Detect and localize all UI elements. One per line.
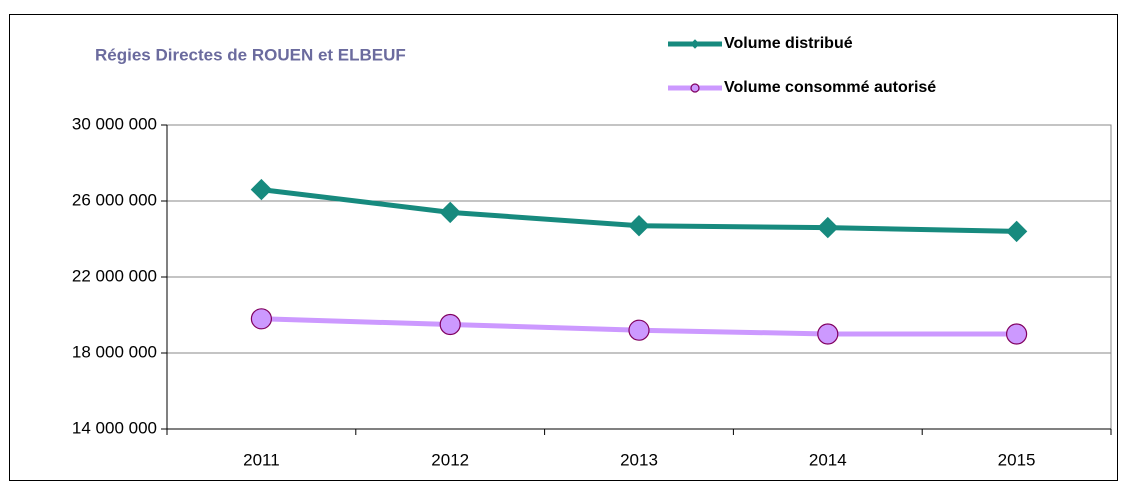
x-tick-label: 2015 xyxy=(998,450,1036,469)
point xyxy=(817,323,839,345)
chart-title: Régies Directes de ROUEN et ELBEUF xyxy=(95,45,406,64)
y-tick-label: 22 000 000 xyxy=(72,266,157,285)
point xyxy=(1005,220,1028,243)
y-tick-label: 14 000 000 xyxy=(72,418,157,437)
x-tick-label: 2011 xyxy=(243,450,280,469)
legend-label: Volume distribué xyxy=(724,35,853,52)
x-tick-label: 2012 xyxy=(431,450,469,469)
x-tick-label: 2013 xyxy=(620,450,658,469)
y-tick-label: 18 000 000 xyxy=(72,342,157,361)
point xyxy=(690,39,700,49)
point xyxy=(817,216,839,239)
point xyxy=(250,308,272,330)
point xyxy=(439,201,461,224)
point xyxy=(439,313,461,336)
y-tick-label: 26 000 000 xyxy=(72,190,157,209)
y-tick-label: 30 000 000 xyxy=(72,114,157,133)
point xyxy=(1005,323,1028,345)
point xyxy=(250,178,273,201)
legend-label: Volume consommé autorisé xyxy=(724,79,936,96)
point xyxy=(690,83,700,93)
point xyxy=(628,214,650,237)
x-tick-label: 2014 xyxy=(809,450,847,469)
point xyxy=(628,319,650,341)
